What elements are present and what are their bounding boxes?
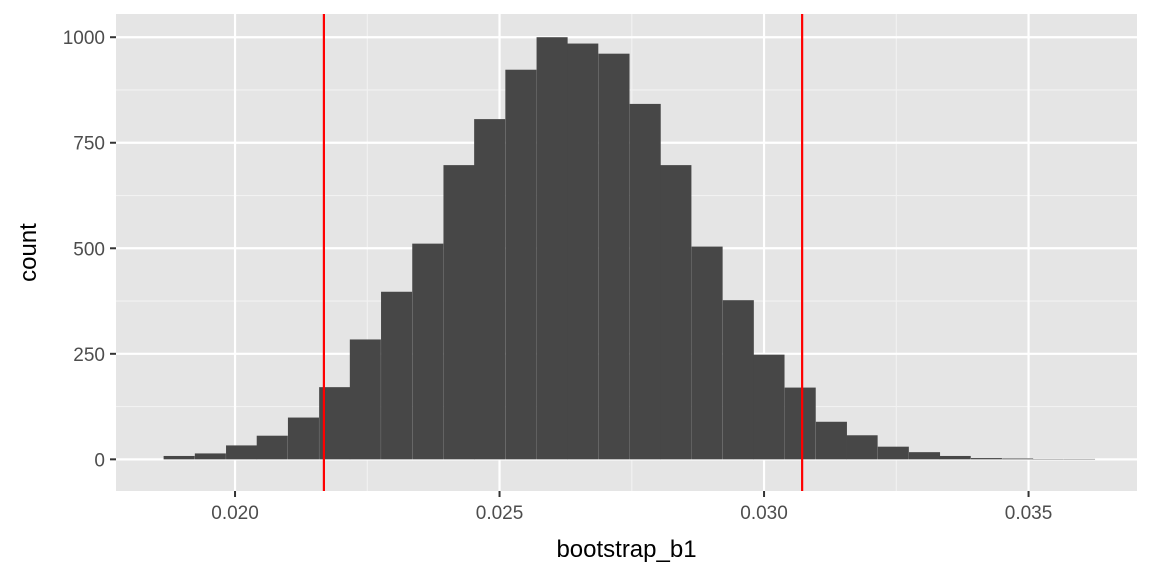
- histogram-bar: [567, 44, 598, 460]
- histogram-bar: [878, 447, 909, 460]
- histogram-bar: [723, 300, 754, 459]
- histogram-bar: [753, 355, 784, 460]
- x-tick-label: 0.020: [211, 503, 259, 524]
- histogram-bar: [660, 165, 691, 459]
- histogram-bar: [381, 292, 412, 460]
- x-tick-label: 0.035: [1005, 503, 1053, 524]
- histogram-bar: [537, 37, 568, 459]
- y-axis: 0 250 500 750 1000: [63, 28, 116, 471]
- y-tick-label: 750: [73, 134, 105, 155]
- histogram-bar: [226, 445, 257, 459]
- histogram-bar: [598, 54, 629, 460]
- x-axis: 0.020 0.025 0.030 0.035: [211, 491, 1052, 524]
- histogram-bar: [350, 339, 381, 459]
- histogram-bar: [909, 452, 940, 459]
- x-tick-label: 0.025: [476, 503, 524, 524]
- histogram-bar: [288, 418, 319, 460]
- y-tick-label: 1000: [63, 28, 105, 49]
- y-tick-label: 500: [73, 239, 105, 260]
- histogram-bar: [630, 104, 661, 459]
- histogram-bar: [474, 119, 505, 459]
- histogram-bar: [412, 244, 443, 460]
- y-axis-title: count: [15, 223, 42, 282]
- x-axis-title: bootstrap_b1: [556, 536, 696, 563]
- histogram-bar: [816, 422, 847, 460]
- histogram-bar: [195, 453, 226, 459]
- histogram-bar: [940, 456, 971, 459]
- histogram-bar: [505, 70, 536, 460]
- histogram-bar: [1002, 458, 1033, 459]
- y-tick-label: 0: [94, 450, 105, 471]
- y-tick-label: 250: [73, 345, 105, 366]
- histogram-bar: [164, 456, 195, 459]
- histogram-bar: [443, 165, 474, 459]
- histogram-bar: [971, 458, 1002, 459]
- histogram-bar: [692, 247, 723, 460]
- histogram-bar: [785, 388, 816, 460]
- histogram-bar: [257, 436, 288, 460]
- x-tick-label: 0.030: [740, 503, 788, 524]
- histogram-bar: [847, 435, 878, 459]
